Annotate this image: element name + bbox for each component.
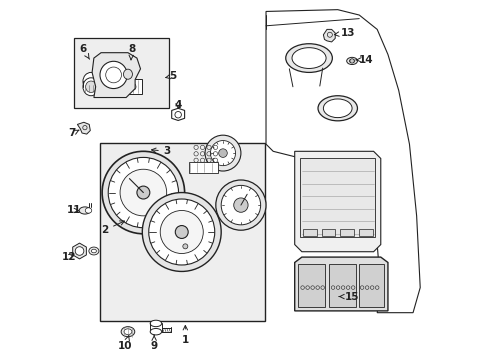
Ellipse shape <box>346 57 357 64</box>
Bar <box>358 229 372 235</box>
Circle shape <box>233 198 247 212</box>
Bar <box>188 162 217 173</box>
Ellipse shape <box>124 329 132 334</box>
Bar <box>125 79 142 94</box>
Bar <box>100 143 265 320</box>
Bar <box>358 264 383 307</box>
Circle shape <box>218 149 227 157</box>
Text: 12: 12 <box>61 252 76 262</box>
Text: 5: 5 <box>165 71 176 81</box>
Text: 11: 11 <box>67 206 81 216</box>
Bar <box>321 229 335 235</box>
Ellipse shape <box>291 48 325 68</box>
Text: 8: 8 <box>128 44 135 60</box>
Bar <box>74 39 169 108</box>
Ellipse shape <box>285 44 332 72</box>
Circle shape <box>142 193 221 271</box>
Circle shape <box>204 135 241 171</box>
Text: 7: 7 <box>68 129 79 138</box>
Polygon shape <box>73 243 86 259</box>
Ellipse shape <box>150 320 162 327</box>
Polygon shape <box>92 53 140 98</box>
Bar <box>298 264 325 307</box>
Text: 3: 3 <box>151 146 171 156</box>
Ellipse shape <box>85 81 96 93</box>
Ellipse shape <box>85 208 92 213</box>
Text: 9: 9 <box>150 335 157 351</box>
Ellipse shape <box>123 69 132 79</box>
Circle shape <box>148 199 214 265</box>
Text: 14: 14 <box>355 55 373 65</box>
Text: 10: 10 <box>118 335 132 351</box>
Circle shape <box>210 140 235 166</box>
Text: 15: 15 <box>339 292 359 302</box>
Ellipse shape <box>323 99 351 118</box>
Circle shape <box>75 247 83 255</box>
Circle shape <box>137 186 149 199</box>
Circle shape <box>221 185 260 225</box>
Ellipse shape <box>317 96 357 121</box>
Polygon shape <box>294 151 380 252</box>
Text: 13: 13 <box>334 28 355 38</box>
Bar <box>300 158 375 237</box>
Bar <box>328 264 355 307</box>
Text: 4: 4 <box>174 100 182 110</box>
Circle shape <box>100 61 127 89</box>
Bar <box>340 229 353 235</box>
Circle shape <box>160 211 203 253</box>
Polygon shape <box>171 108 184 121</box>
Circle shape <box>120 169 166 216</box>
Polygon shape <box>294 257 387 311</box>
Circle shape <box>175 226 188 238</box>
Circle shape <box>349 59 353 63</box>
Circle shape <box>183 244 187 249</box>
Text: 1: 1 <box>182 325 188 345</box>
Circle shape <box>215 180 265 230</box>
Ellipse shape <box>129 144 136 152</box>
Bar <box>303 229 316 235</box>
Ellipse shape <box>83 72 99 90</box>
Ellipse shape <box>79 207 90 214</box>
Ellipse shape <box>91 249 96 253</box>
Circle shape <box>102 151 184 234</box>
Text: 2: 2 <box>101 221 124 235</box>
Polygon shape <box>323 30 335 42</box>
Ellipse shape <box>83 78 99 96</box>
Polygon shape <box>77 122 90 134</box>
Ellipse shape <box>150 328 162 335</box>
Polygon shape <box>265 10 419 313</box>
Ellipse shape <box>89 247 99 255</box>
Ellipse shape <box>121 327 135 337</box>
Circle shape <box>108 157 178 228</box>
Text: 6: 6 <box>80 44 89 59</box>
